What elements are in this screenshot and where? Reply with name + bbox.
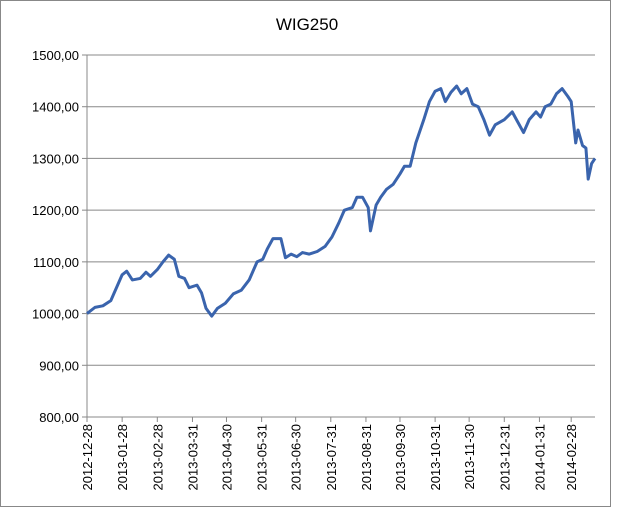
y-tick-label: 1200,00 (32, 203, 79, 218)
x-tick-label: 2014-02-28 (564, 424, 579, 491)
x-tick-label: 2013-07-31 (324, 424, 339, 491)
x-tick-label: 2014-01-31 (532, 424, 547, 491)
data-line (86, 84, 597, 318)
x-tick-label: 2013-01-28 (115, 424, 130, 491)
y-tick-label: 900,00 (39, 358, 79, 373)
y-tick-label: 1400,00 (32, 100, 79, 115)
y-tick-label: 1100,00 (33, 255, 79, 270)
x-tick-label: 2012-12-28 (80, 424, 95, 491)
chart-title: WIG250 (276, 15, 338, 34)
y-tick-label: 1000,00 (32, 307, 79, 322)
x-tick-label: 2013-04-30 (219, 424, 234, 491)
y-tick-label: 1500,00 (32, 48, 79, 63)
y-tick-label: 1300,00 (32, 151, 79, 166)
x-tick-label: 2013-03-31 (185, 424, 200, 491)
y-tick-label: 800,00 (39, 410, 79, 425)
x-tick-label: 2013-08-31 (359, 424, 374, 491)
x-tick-label: 2013-02-28 (150, 424, 165, 491)
x-tick-label: 2013-10-31 (428, 424, 443, 491)
x-tick-label: 2013-09-30 (393, 424, 408, 491)
x-tick-label: 2013-05-31 (255, 424, 270, 491)
x-tick-label: 2013-11-30 (462, 424, 477, 490)
x-tick-label: 2013-06-30 (289, 424, 304, 491)
x-tick-label: 2013-12-31 (497, 424, 512, 491)
